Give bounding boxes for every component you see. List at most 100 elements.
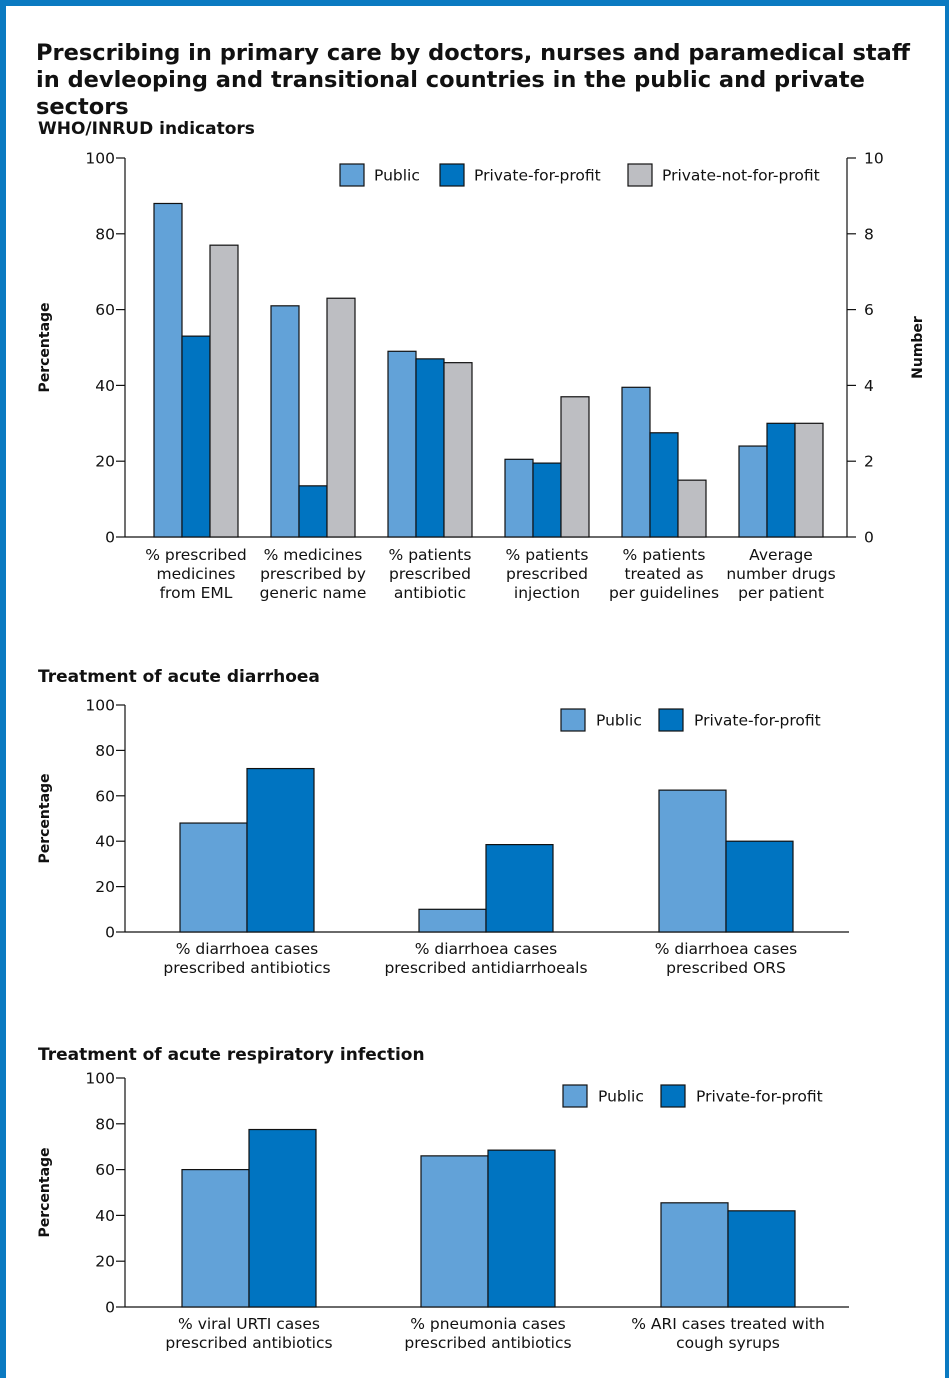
x-category-label: treated as: [624, 565, 703, 583]
y-tick-label: 60: [95, 787, 115, 805]
legend-label-public: Public: [596, 712, 642, 730]
bar-private-for-profit-3: [727, 1210, 796, 1308]
y-tick-label: 60: [95, 301, 115, 319]
bar-public-3: [387, 350, 417, 538]
y-tick-label: 0: [105, 924, 115, 942]
x-category-label: cough syrups: [676, 1334, 780, 1352]
x-category-label: Average: [749, 546, 813, 564]
x-category-label: injection: [514, 584, 580, 602]
x-category-label: prescribed antibiotics: [165, 1334, 332, 1352]
bar-public-2: [270, 305, 300, 538]
bar-private-for-profit-1: [181, 335, 211, 538]
y-axis-title: Percentage: [37, 1147, 53, 1237]
y-axis-title: Percentage: [37, 773, 53, 863]
bar-private-for-profit-3: [415, 358, 445, 538]
y2-tick-label: 6: [864, 301, 874, 319]
legend-swatch-private-not-for-profit: [627, 163, 653, 187]
y-tick-label: 20: [95, 1253, 115, 1271]
x-category-label: % ARI cases treated with: [631, 1315, 825, 1333]
x-category-label: prescribed: [506, 565, 588, 583]
chart-title-who-inrud: WHO/INRUD indicators: [38, 119, 255, 139]
x-category-label: generic name: [260, 584, 367, 602]
y-tick-label: 100: [85, 1070, 115, 1088]
legend-label-public: Public: [598, 1088, 644, 1106]
x-category-label: % patients: [389, 546, 472, 564]
x-category-label: % pneumonia cases: [410, 1315, 566, 1333]
y-axis-title: Percentage: [37, 302, 53, 392]
bar-private-for-profit-2: [485, 844, 554, 933]
y-tick-label: 40: [95, 833, 115, 851]
y2-tick-label: 4: [864, 377, 874, 395]
y-tick-label: 80: [95, 225, 115, 243]
bar-private-for-profit-1: [246, 767, 315, 933]
bar-private-for-profit-2: [487, 1149, 556, 1308]
y2-tick-label: 10: [864, 150, 884, 168]
bar-public-3: [660, 1202, 729, 1308]
bar-public-1: [153, 202, 183, 538]
x-category-label: prescribed ORS: [666, 959, 786, 977]
y2-tick-label: 2: [864, 453, 874, 471]
bar-public-2: [418, 908, 487, 933]
y-tick-label: 0: [105, 529, 115, 547]
y-tick-label: 100: [85, 697, 115, 715]
y-tick-label: 0: [105, 1299, 115, 1317]
y2-axis-title: Number: [910, 316, 926, 379]
y-tick-label: 80: [95, 742, 115, 760]
x-category-label: % diarrhoea cases: [176, 940, 318, 958]
y-tick-label: 100: [85, 150, 115, 168]
x-category-label: prescribed by: [260, 565, 366, 583]
x-category-label: prescribed antibiotics: [163, 959, 330, 977]
bar-public-3: [658, 789, 727, 933]
bar-private-for-profit-3: [725, 840, 794, 933]
x-category-label: % medicines: [264, 546, 363, 564]
y2-tick-label: 8: [864, 225, 874, 243]
legend-label-private-for-profit: Private-for-profit: [696, 1088, 823, 1106]
legend-swatch-public: [339, 163, 365, 187]
chart-title-diarrhoea: Treatment of acute diarrhoea: [38, 667, 320, 687]
legend-swatch-private-for-profit: [658, 708, 684, 732]
bar-private-not-for-profit-4: [560, 396, 590, 538]
bar-public-5: [621, 386, 651, 538]
bar-private-not-for-profit-2: [326, 297, 356, 538]
legend-swatch-private-for-profit: [660, 1084, 686, 1108]
legend-label-public: Public: [374, 167, 420, 185]
y-tick-label: 60: [95, 1161, 115, 1179]
x-category-label: % viral URTI cases: [178, 1315, 320, 1333]
chart-who-inrud-indicators: 0 20 40 60 80 100 Percentage 0 2 4 6 8 10 Number % pre…: [37, 150, 926, 603]
bar-private-not-for-profit-3: [443, 362, 473, 538]
x-category-label: % diarrhoea cases: [415, 940, 557, 958]
x-category-label: per patient: [738, 584, 824, 602]
y-tick-label: 20: [95, 878, 115, 896]
bar-public-1: [181, 1168, 250, 1308]
x-category-label: prescribed antidiarrhoeals: [384, 959, 587, 977]
x-category-label: % diarrhoea cases: [655, 940, 797, 958]
x-category-label: per guidelines: [609, 584, 719, 602]
legend-label-private-not-for-profit: Private-not-for-profit: [662, 167, 820, 185]
page-title: Prescribing in primary care by doctors, …: [36, 40, 911, 120]
x-category-label: number drugs: [726, 565, 835, 583]
legend-swatch-public: [560, 708, 586, 732]
y-tick-label: 40: [95, 1207, 115, 1225]
x-category-label: medicines: [156, 565, 235, 583]
x-category-label: % prescribed: [145, 546, 247, 564]
bar-private-for-profit-4: [532, 462, 562, 538]
bar-private-for-profit-1: [248, 1128, 317, 1308]
x-category-label: prescribed: [389, 565, 471, 583]
x-category-label: prescribed antibiotics: [404, 1334, 571, 1352]
bar-private-for-profit-5: [649, 432, 679, 538]
legend-label-private-for-profit: Private-for-profit: [474, 167, 601, 185]
legend-swatch-private-for-profit: [439, 163, 465, 187]
x-category-label: antibiotic: [394, 584, 466, 602]
legend-swatch-public: [562, 1084, 588, 1108]
chart-acute-respiratory-infection: 0 20 40 60 80 100 Percentage % viral URTI cases…: [37, 1070, 849, 1352]
x-category-label: from EML: [160, 584, 233, 602]
y-tick-label: 20: [95, 453, 115, 471]
bar-private-for-profit-2: [298, 485, 328, 538]
y-tick-label: 80: [95, 1115, 115, 1133]
y-tick-label: 40: [95, 377, 115, 395]
bar-public-1: [179, 822, 248, 933]
bar-private-for-profit-6: [766, 422, 796, 538]
bar-private-not-for-profit-6: [794, 422, 824, 538]
bar-public-2: [420, 1155, 489, 1308]
